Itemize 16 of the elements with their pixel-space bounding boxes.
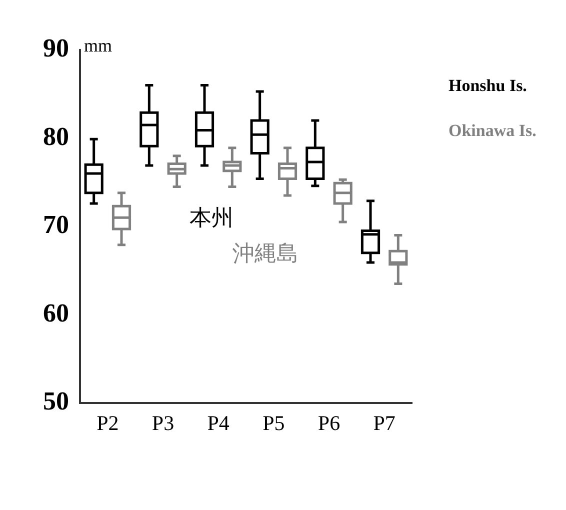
text: Honshu Is. xyxy=(448,76,527,95)
y-tick-label: 90 xyxy=(43,34,69,63)
y-axis-title: mm xyxy=(84,36,112,56)
text: Okinawa Is. xyxy=(448,120,536,140)
y-tick-label: 50 xyxy=(43,386,69,416)
x-tick-label: P6 xyxy=(318,410,340,435)
y-tick-label: 80 xyxy=(43,122,69,151)
x-tick-label: P7 xyxy=(373,410,396,435)
annotation: 沖縄島 xyxy=(232,240,299,266)
y-tick-label: 70 xyxy=(43,210,69,240)
x-tick-label: P4 xyxy=(207,410,230,435)
x-tick-label: P3 xyxy=(152,410,174,435)
y-tick-label: 60 xyxy=(43,298,69,328)
annotation: 本州 xyxy=(190,205,234,230)
x-tick-label: P2 xyxy=(96,410,119,435)
x-tick-label: P5 xyxy=(262,410,285,435)
